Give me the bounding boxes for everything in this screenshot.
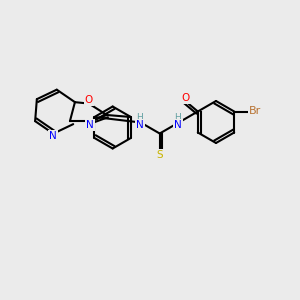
Text: N: N <box>50 130 57 141</box>
Text: N: N <box>174 121 182 130</box>
Text: S: S <box>156 151 163 160</box>
Text: N: N <box>86 120 94 130</box>
Text: O: O <box>85 94 93 105</box>
Text: H: H <box>136 113 143 122</box>
Text: O: O <box>182 93 190 103</box>
Text: N: N <box>136 121 143 130</box>
Text: Br: Br <box>249 106 261 116</box>
Text: H: H <box>174 113 181 122</box>
